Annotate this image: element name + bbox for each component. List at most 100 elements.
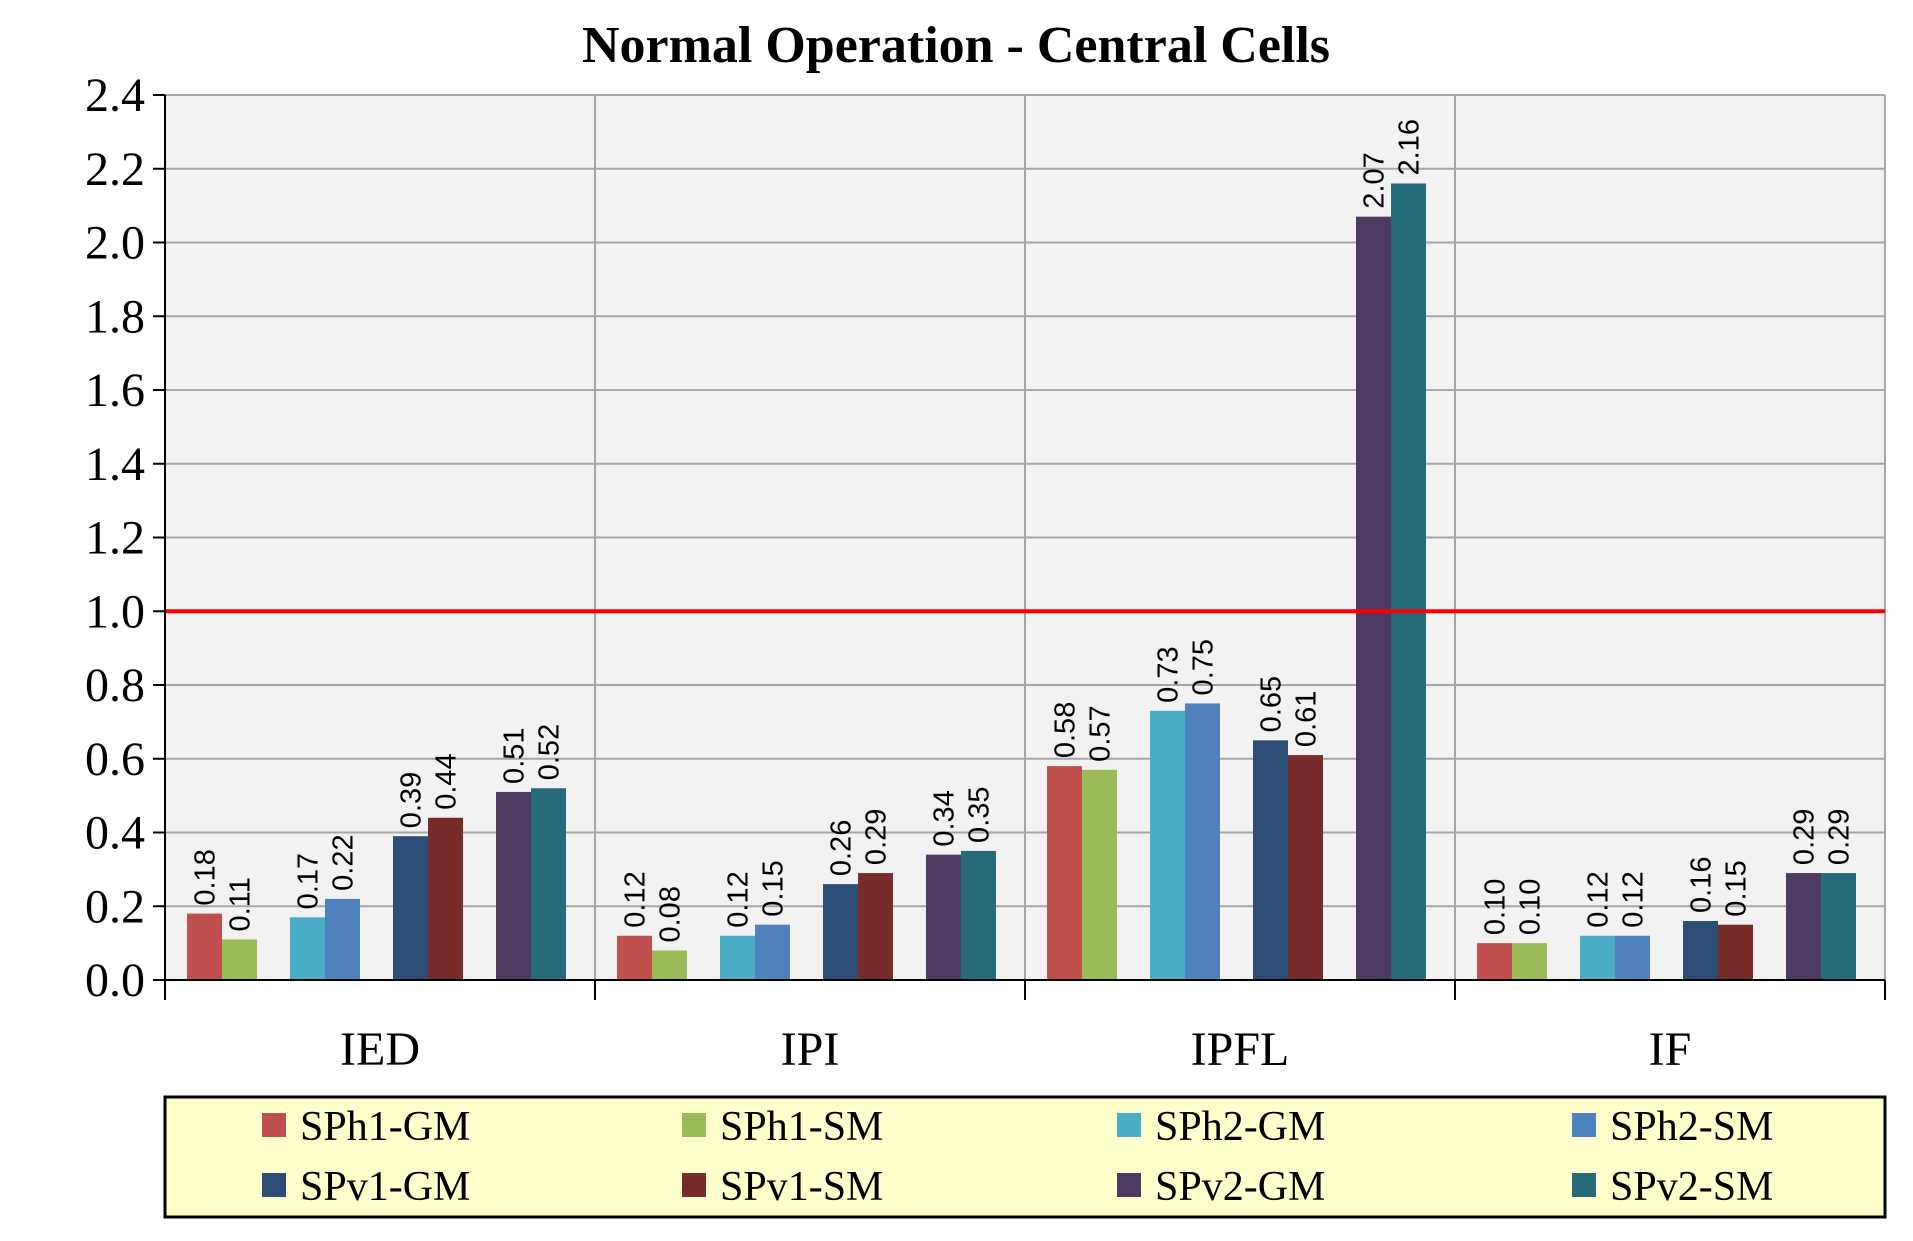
y-tick-label: 0.2 bbox=[85, 880, 145, 933]
bar-ipi-spv2-gm bbox=[926, 854, 961, 980]
bar-ipfl-sph1-gm bbox=[1047, 766, 1082, 980]
data-label: 0.12 bbox=[723, 871, 755, 927]
bar-ipi-spv2-sm bbox=[961, 850, 996, 980]
bar-ipi-spv1-sm bbox=[858, 873, 893, 980]
axes: 0.0 0.2 0.4 0.6 0.8 1.0 1.2 1.4 1.6 1.8 2.0 2.2 2.4 I… bbox=[85, 69, 1886, 1076]
bar-if-sph2-sm bbox=[1615, 935, 1650, 980]
bar-ipi-spv1-gm bbox=[823, 884, 858, 980]
data-label: 0.17 bbox=[293, 853, 325, 909]
y-tick-label: 2.0 bbox=[85, 217, 145, 270]
data-label: 0.73 bbox=[1153, 646, 1185, 702]
data-label: 0.29 bbox=[861, 809, 893, 865]
bar-ipi-sph1-gm bbox=[617, 935, 652, 980]
legend-swatch-sph1-sm bbox=[682, 1113, 706, 1137]
data-label: 0.10 bbox=[1515, 879, 1547, 935]
y-tick-label: 1.4 bbox=[85, 438, 145, 491]
data-label: 0.39 bbox=[396, 772, 428, 828]
data-label: 0.18 bbox=[190, 849, 222, 905]
bar-ied-spv2-sm bbox=[531, 788, 566, 980]
y-tick-label: 1.0 bbox=[85, 585, 145, 638]
legend-label: SPv1-GM bbox=[300, 1164, 470, 1210]
bar-if-spv1-sm bbox=[1718, 924, 1753, 980]
data-label: 0.11 bbox=[225, 877, 257, 931]
data-label: 0.12 bbox=[1583, 871, 1615, 927]
legend-swatch-spv1-gm bbox=[262, 1173, 286, 1197]
legend-label: SPh2-SM bbox=[1610, 1104, 1773, 1150]
legend-label: SPv1-SM bbox=[720, 1164, 883, 1210]
data-label: 2.16 bbox=[1394, 119, 1426, 175]
legend-box bbox=[163, 1095, 1887, 1219]
data-label: 0.61 bbox=[1291, 691, 1323, 747]
bar-ipfl-spv2-gm bbox=[1356, 216, 1391, 980]
legend: SPh1-GM SPh1-SM SPh2-GM SPh2-SM SPv1-GM SPv1-… bbox=[163, 1095, 1887, 1219]
data-label: 0.16 bbox=[1686, 857, 1718, 913]
y-tick-label: 0.8 bbox=[85, 659, 145, 712]
bar-ipi-sph2-gm bbox=[720, 935, 755, 980]
data-label: 0.34 bbox=[929, 790, 961, 846]
y-tick-label: 0.0 bbox=[85, 954, 145, 1007]
bar-if-sph1-gm bbox=[1477, 943, 1512, 980]
bar-ied-sph1-gm bbox=[187, 913, 222, 980]
chart-title: Normal Operation - Central Cells bbox=[582, 17, 1330, 74]
bar-ied-sph2-sm bbox=[325, 898, 360, 980]
data-label: 0.15 bbox=[758, 860, 790, 916]
bar-if-sph2-gm bbox=[1580, 935, 1615, 980]
x-category-label: IPI bbox=[781, 1023, 840, 1076]
legend-swatch-sph1-gm bbox=[262, 1113, 286, 1137]
bar-ipfl-spv1-gm bbox=[1253, 740, 1288, 980]
x-category-label: IPFL bbox=[1191, 1023, 1290, 1076]
data-label: 0.65 bbox=[1256, 676, 1288, 732]
bar-ied-spv2-gm bbox=[496, 791, 531, 980]
data-label: 0.75 bbox=[1188, 639, 1220, 695]
legend-swatch-spv2-sm bbox=[1572, 1173, 1596, 1197]
y-tick-label: 2.4 bbox=[85, 69, 145, 122]
legend-label: SPh1-GM bbox=[300, 1104, 470, 1150]
bar-if-spv2-gm bbox=[1786, 873, 1821, 980]
y-tick-label: 1.6 bbox=[85, 364, 145, 417]
data-label: 0.15 bbox=[1721, 860, 1753, 916]
legend-swatch-spv1-sm bbox=[682, 1173, 706, 1197]
legend-swatch-spv2-gm bbox=[1117, 1173, 1141, 1197]
legend-label: SPv2-GM bbox=[1155, 1164, 1325, 1210]
data-label: 0.10 bbox=[1480, 879, 1512, 935]
bar-ied-sph2-gm bbox=[290, 917, 325, 980]
bar-ipfl-sph1-sm bbox=[1082, 769, 1117, 980]
data-label: 0.58 bbox=[1050, 702, 1082, 758]
data-label: 0.29 bbox=[1789, 809, 1821, 865]
bar-ipfl-sph2-gm bbox=[1150, 710, 1185, 980]
y-tick-label: 2.2 bbox=[85, 143, 145, 196]
data-label: 0.57 bbox=[1085, 705, 1117, 761]
bar-ipi-sph2-sm bbox=[755, 924, 790, 980]
data-label: 0.29 bbox=[1824, 809, 1856, 865]
gridlines bbox=[165, 94, 1886, 980]
bar-ipfl-spv2-sm bbox=[1391, 183, 1426, 980]
data-label: 0.51 bbox=[499, 727, 531, 783]
bar-ipfl-spv1-sm bbox=[1288, 755, 1323, 980]
x-category-label: IED bbox=[340, 1023, 420, 1076]
data-label: 0.52 bbox=[534, 724, 566, 780]
data-label: 0.12 bbox=[1618, 871, 1650, 927]
y-tick-label: 0.6 bbox=[85, 733, 145, 786]
data-label: 2.07 bbox=[1359, 152, 1391, 208]
y-tick-label: 0.4 bbox=[85, 807, 145, 860]
bar-ied-spv1-gm bbox=[393, 836, 428, 980]
legend-swatch-sph2-gm bbox=[1117, 1113, 1141, 1137]
x-category-label: IF bbox=[1649, 1023, 1692, 1076]
legend-swatch-sph2-sm bbox=[1572, 1113, 1596, 1137]
data-label: 0.22 bbox=[328, 834, 360, 890]
bar-if-spv1-gm bbox=[1683, 921, 1718, 980]
legend-label: SPv2-SM bbox=[1610, 1164, 1773, 1210]
data-label: 0.35 bbox=[964, 786, 996, 842]
bar-ied-spv1-sm bbox=[428, 817, 463, 980]
y-tick-label: 1.2 bbox=[85, 512, 145, 565]
data-label: 0.26 bbox=[826, 820, 858, 876]
bar-if-sph1-sm bbox=[1512, 943, 1547, 980]
legend-label: SPh1-SM bbox=[720, 1104, 883, 1150]
bar-ied-sph1-sm bbox=[222, 939, 257, 980]
bar-ipi-sph1-sm bbox=[652, 950, 687, 980]
data-labels: 0.18 0.11 0.17 0.220.39 0.44 0.51 0.520.12 0.08… bbox=[190, 119, 1856, 942]
y-tick-label: 1.8 bbox=[85, 290, 145, 343]
legend-label: SPh2-GM bbox=[1155, 1104, 1325, 1150]
bar-if-spv2-sm bbox=[1821, 873, 1856, 980]
